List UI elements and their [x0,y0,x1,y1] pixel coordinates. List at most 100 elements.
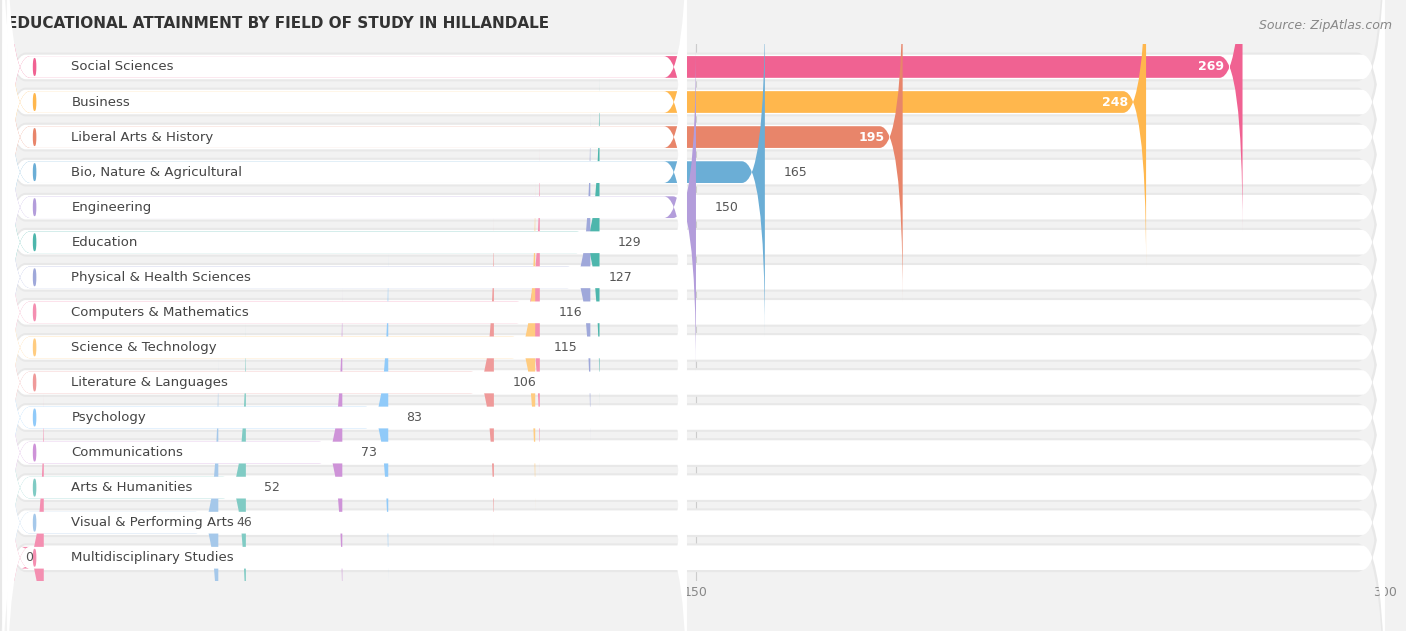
Text: 195: 195 [858,131,884,144]
FancyBboxPatch shape [0,362,1385,631]
Text: Education: Education [72,236,138,249]
FancyBboxPatch shape [7,78,686,406]
Circle shape [34,94,35,110]
Text: Arts & Humanities: Arts & Humanities [72,481,193,494]
Text: Social Sciences: Social Sciences [72,61,174,73]
Circle shape [34,164,35,180]
FancyBboxPatch shape [3,0,1385,300]
Circle shape [34,374,35,391]
FancyBboxPatch shape [3,395,1385,631]
Text: 52: 52 [264,481,280,494]
Text: 269: 269 [1198,61,1225,73]
FancyBboxPatch shape [7,218,494,547]
FancyBboxPatch shape [7,183,686,512]
FancyBboxPatch shape [7,288,342,617]
FancyBboxPatch shape [7,0,903,302]
FancyBboxPatch shape [7,323,246,631]
FancyBboxPatch shape [0,187,1385,579]
Text: Bio, Nature & Agricultural: Bio, Nature & Agricultural [72,165,242,179]
Circle shape [34,550,35,566]
FancyBboxPatch shape [7,288,686,617]
FancyBboxPatch shape [7,358,686,631]
FancyBboxPatch shape [7,218,686,547]
Circle shape [34,480,35,496]
Text: 150: 150 [714,201,738,214]
Circle shape [34,444,35,461]
Circle shape [34,304,35,321]
FancyBboxPatch shape [3,114,1385,440]
Text: Psychology: Psychology [72,411,146,424]
Circle shape [34,514,35,531]
Text: 129: 129 [617,236,641,249]
FancyBboxPatch shape [0,151,1385,543]
FancyBboxPatch shape [0,327,1385,631]
Text: Literature & Languages: Literature & Languages [72,376,228,389]
Text: 116: 116 [558,306,582,319]
FancyBboxPatch shape [7,8,765,336]
Text: 115: 115 [554,341,578,354]
Text: 165: 165 [783,165,807,179]
FancyBboxPatch shape [3,150,1385,475]
FancyBboxPatch shape [3,80,1385,405]
Text: 127: 127 [609,271,633,284]
Text: Physical & Health Sciences: Physical & Health Sciences [72,271,252,284]
FancyBboxPatch shape [0,0,1385,263]
FancyBboxPatch shape [0,221,1385,613]
FancyBboxPatch shape [0,116,1385,509]
FancyBboxPatch shape [7,358,218,631]
FancyBboxPatch shape [7,393,44,631]
FancyBboxPatch shape [0,0,1385,333]
FancyBboxPatch shape [7,148,686,477]
Circle shape [34,269,35,286]
Circle shape [34,410,35,426]
Text: Science & Technology: Science & Technology [72,341,217,354]
FancyBboxPatch shape [7,8,686,336]
FancyBboxPatch shape [0,292,1385,631]
FancyBboxPatch shape [3,360,1385,631]
Circle shape [34,234,35,251]
Circle shape [34,199,35,215]
Text: EDUCATIONAL ATTAINMENT BY FIELD OF STUDY IN HILLANDALE: EDUCATIONAL ATTAINMENT BY FIELD OF STUDY… [7,16,550,30]
FancyBboxPatch shape [7,393,686,631]
Text: 83: 83 [406,411,422,424]
Text: Visual & Performing Arts: Visual & Performing Arts [72,516,233,529]
FancyBboxPatch shape [3,324,1385,631]
FancyBboxPatch shape [7,0,686,266]
FancyBboxPatch shape [7,253,686,582]
FancyBboxPatch shape [0,11,1385,403]
FancyBboxPatch shape [7,323,686,631]
FancyBboxPatch shape [7,0,686,232]
Text: 248: 248 [1101,95,1128,109]
Text: Liberal Arts & History: Liberal Arts & History [72,131,214,144]
Text: Multidisciplinary Studies: Multidisciplinary Studies [72,551,233,564]
FancyBboxPatch shape [7,0,1243,232]
Circle shape [34,59,35,75]
Circle shape [34,129,35,145]
FancyBboxPatch shape [7,43,696,372]
Text: 46: 46 [236,516,253,529]
FancyBboxPatch shape [7,113,591,442]
Text: Engineering: Engineering [72,201,152,214]
FancyBboxPatch shape [7,78,599,406]
FancyBboxPatch shape [0,0,1385,298]
Text: Source: ZipAtlas.com: Source: ZipAtlas.com [1258,19,1392,32]
Text: 0: 0 [25,551,34,564]
FancyBboxPatch shape [3,9,1385,335]
FancyBboxPatch shape [0,81,1385,473]
Circle shape [34,339,35,356]
Text: Computers & Mathematics: Computers & Mathematics [72,306,249,319]
FancyBboxPatch shape [3,254,1385,581]
FancyBboxPatch shape [7,183,536,512]
FancyBboxPatch shape [3,290,1385,616]
FancyBboxPatch shape [7,113,686,442]
FancyBboxPatch shape [7,148,540,477]
FancyBboxPatch shape [3,44,1385,370]
FancyBboxPatch shape [7,0,1146,266]
FancyBboxPatch shape [3,0,1385,265]
FancyBboxPatch shape [3,220,1385,545]
Text: 73: 73 [361,446,377,459]
FancyBboxPatch shape [3,184,1385,510]
FancyBboxPatch shape [0,46,1385,438]
FancyBboxPatch shape [3,0,1385,230]
Text: 106: 106 [512,376,536,389]
